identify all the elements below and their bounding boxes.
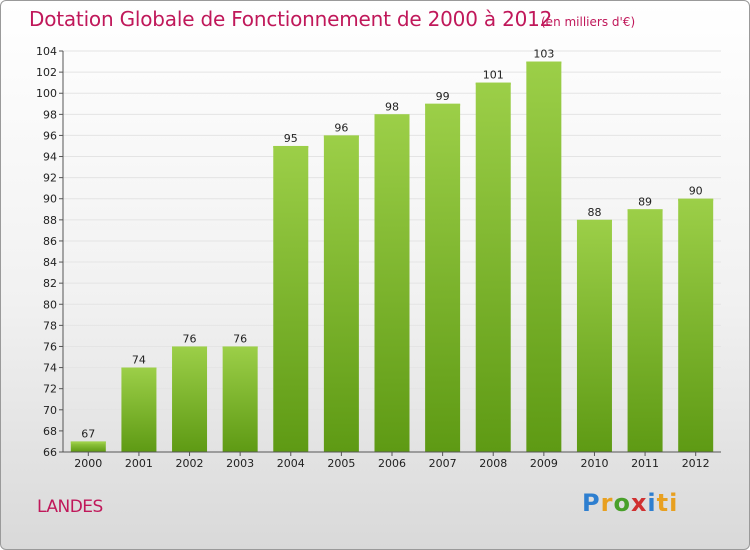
proxiti-logo[interactable]: Proxiti xyxy=(582,489,678,517)
logo-letter: ti xyxy=(656,489,679,517)
bar-top-edge xyxy=(121,367,157,370)
y-tick-label: 90 xyxy=(43,193,57,206)
data-label: 103 xyxy=(533,48,554,61)
bar xyxy=(576,219,612,452)
axes xyxy=(59,50,721,456)
logo-letter: x xyxy=(630,489,648,517)
bar xyxy=(374,114,410,452)
bar-top-edge xyxy=(576,219,612,222)
data-label: 96 xyxy=(334,121,348,134)
y-tick-label: 96 xyxy=(43,129,57,142)
data-label: 99 xyxy=(436,90,450,103)
logo-letter: o xyxy=(613,489,631,517)
bar xyxy=(172,346,208,452)
logo-letter: i xyxy=(647,489,657,517)
bar-top-edge xyxy=(526,61,562,64)
bar-top-edge xyxy=(70,441,106,444)
x-tick-label: 2007 xyxy=(429,457,457,470)
data-label: 88 xyxy=(587,206,601,219)
y-tick-label: 100 xyxy=(36,87,57,100)
data-label: 76 xyxy=(183,332,197,345)
bar-top-edge xyxy=(323,135,359,138)
logo-letter: r xyxy=(600,489,614,517)
y-tick-label: 102 xyxy=(36,66,57,79)
y-tick-label: 72 xyxy=(43,383,57,396)
y-tick-label: 94 xyxy=(43,151,57,164)
x-tick-label: 2002 xyxy=(176,457,204,470)
bar-top-edge xyxy=(627,209,663,212)
bar xyxy=(475,82,511,452)
y-tick-label: 86 xyxy=(43,235,57,248)
bars xyxy=(70,61,714,453)
y-tick-label: 104 xyxy=(36,45,57,58)
y-tick-label: 82 xyxy=(43,277,57,290)
bar-top-edge xyxy=(425,103,461,106)
x-tick-label: 2008 xyxy=(479,457,507,470)
data-label: 98 xyxy=(385,100,399,113)
x-tick-label: 2003 xyxy=(226,457,254,470)
data-label: 89 xyxy=(638,195,652,208)
bar xyxy=(323,135,359,452)
x-tick-label: 2009 xyxy=(530,457,558,470)
logo-letter: P xyxy=(582,489,601,517)
bar xyxy=(273,145,309,452)
x-tick-label: 2011 xyxy=(631,457,659,470)
bar xyxy=(70,441,106,452)
chart-title: Dotation Globale de Fonctionnement de 20… xyxy=(29,7,553,31)
chart-subtitle: (en milliers d'€) xyxy=(541,15,636,29)
x-tick-label: 2006 xyxy=(378,457,406,470)
y-tick-label: 66 xyxy=(43,446,57,459)
bar xyxy=(222,346,258,452)
x-tick-label: 2005 xyxy=(327,457,355,470)
y-tick-label: 68 xyxy=(43,425,57,438)
bar-top-edge xyxy=(172,346,208,349)
data-label: 95 xyxy=(284,132,298,145)
y-tick-label: 80 xyxy=(43,298,57,311)
y-tick-label: 70 xyxy=(43,404,57,417)
bar xyxy=(627,209,663,452)
y-tick-label: 74 xyxy=(43,362,57,375)
bar-top-edge xyxy=(374,114,410,117)
y-tick-label: 76 xyxy=(43,340,57,353)
y-tick-label: 88 xyxy=(43,214,57,227)
bar xyxy=(121,367,157,452)
bar xyxy=(678,198,714,452)
commune-name: LANDES xyxy=(37,497,103,517)
data-label: 67 xyxy=(81,427,95,440)
y-tick-label: 98 xyxy=(43,108,57,121)
labels: 66 68 70 72 74 76 78 80 82 84 86 88 90 92 94 96 98 100 102… xyxy=(36,45,710,470)
y-tick-label: 92 xyxy=(43,172,57,185)
data-label: 74 xyxy=(132,354,146,367)
data-label: 76 xyxy=(233,332,247,345)
data-label: 101 xyxy=(483,69,504,82)
x-tick-label: 2000 xyxy=(74,457,102,470)
bar-top-edge xyxy=(678,198,714,201)
x-tick-label: 2001 xyxy=(125,457,153,470)
bar-top-edge xyxy=(273,145,309,148)
x-tick-label: 2010 xyxy=(580,457,608,470)
data-label: 90 xyxy=(689,185,703,198)
y-tick-label: 84 xyxy=(43,256,57,269)
y-tick-label: 78 xyxy=(43,319,57,332)
bar xyxy=(526,61,562,452)
bar-top-edge xyxy=(222,346,258,349)
x-tick-label: 2012 xyxy=(682,457,710,470)
bar xyxy=(425,103,461,453)
bar-top-edge xyxy=(475,82,511,85)
x-tick-label: 2004 xyxy=(277,457,305,470)
